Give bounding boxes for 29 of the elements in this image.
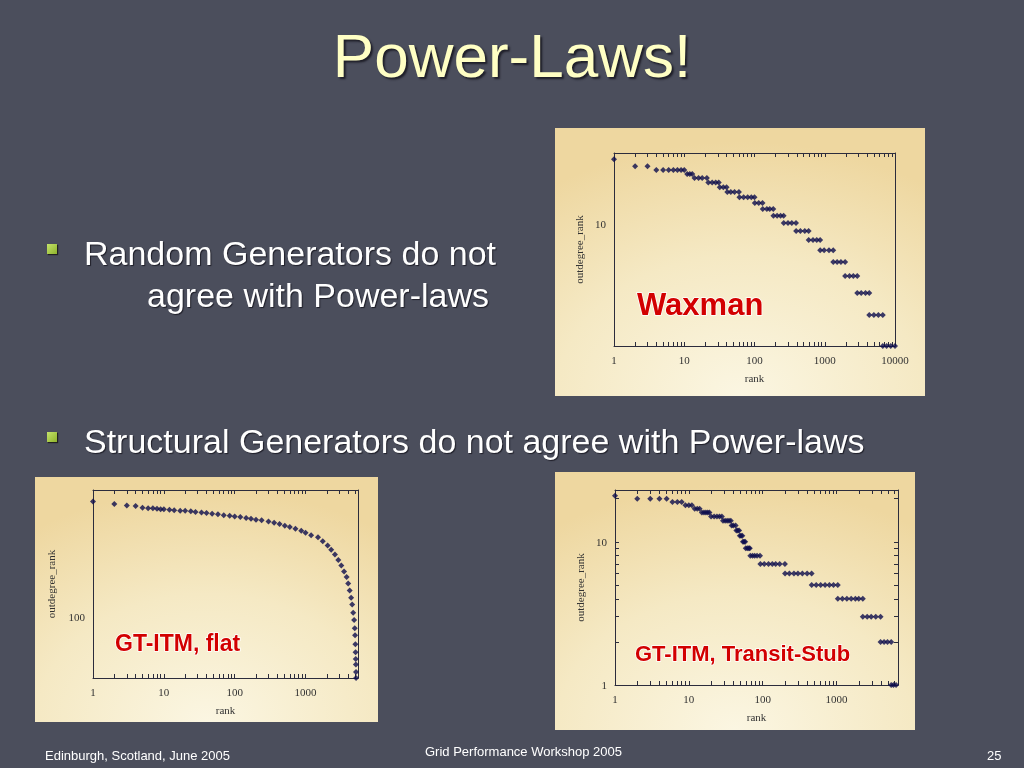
x-tick-label: 10000 <box>881 353 910 366</box>
x-tick-label: 10 <box>678 353 691 366</box>
y-axis-title: outdegree_rank <box>44 549 57 619</box>
text: GT-ITM, flat <box>115 629 241 656</box>
x-axis-title: rank <box>744 371 765 384</box>
y-axis-title: outdegree_rank <box>572 214 585 284</box>
text: Structural Generators do not agree with Power-laws <box>84 421 866 462</box>
x-tick-label: 1000 <box>825 692 849 705</box>
x-tick-label: 1000 <box>294 685 318 698</box>
x-tick-label: 1 <box>611 353 617 366</box>
y-axis-title: outdegree_rank <box>573 552 586 622</box>
x-tick-label: 100 <box>226 685 244 698</box>
x-tick-label: 100 <box>746 353 764 366</box>
text: Power-Laws! <box>332 21 692 90</box>
x-tick-label: 1 <box>612 692 618 705</box>
text: Waxman <box>637 287 764 322</box>
x-tick-label: 10 <box>158 685 170 698</box>
x-tick-label: 100 <box>754 692 772 705</box>
text: 100 <box>68 611 86 623</box>
text: Grid Performance Workshop 2005 <box>425 744 623 759</box>
x-axis-title: rank <box>746 710 767 723</box>
x-axis-title: rank <box>215 703 236 716</box>
x-tick-label: 1 <box>90 685 96 698</box>
text: Random Generators do not agree with Power-laws <box>84 233 498 316</box>
x-tick-label: 1000 <box>813 353 837 366</box>
text: GT-ITM, Transit-Stub <box>635 640 851 666</box>
text: 25 <box>987 748 1002 763</box>
x-tick-label: 10 <box>683 692 695 705</box>
text: Edinburgh, Scotland, June 2005 <box>45 748 231 763</box>
